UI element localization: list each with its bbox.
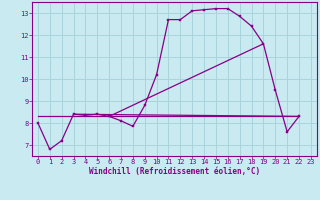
X-axis label: Windchill (Refroidissement éolien,°C): Windchill (Refroidissement éolien,°C) <box>89 167 260 176</box>
